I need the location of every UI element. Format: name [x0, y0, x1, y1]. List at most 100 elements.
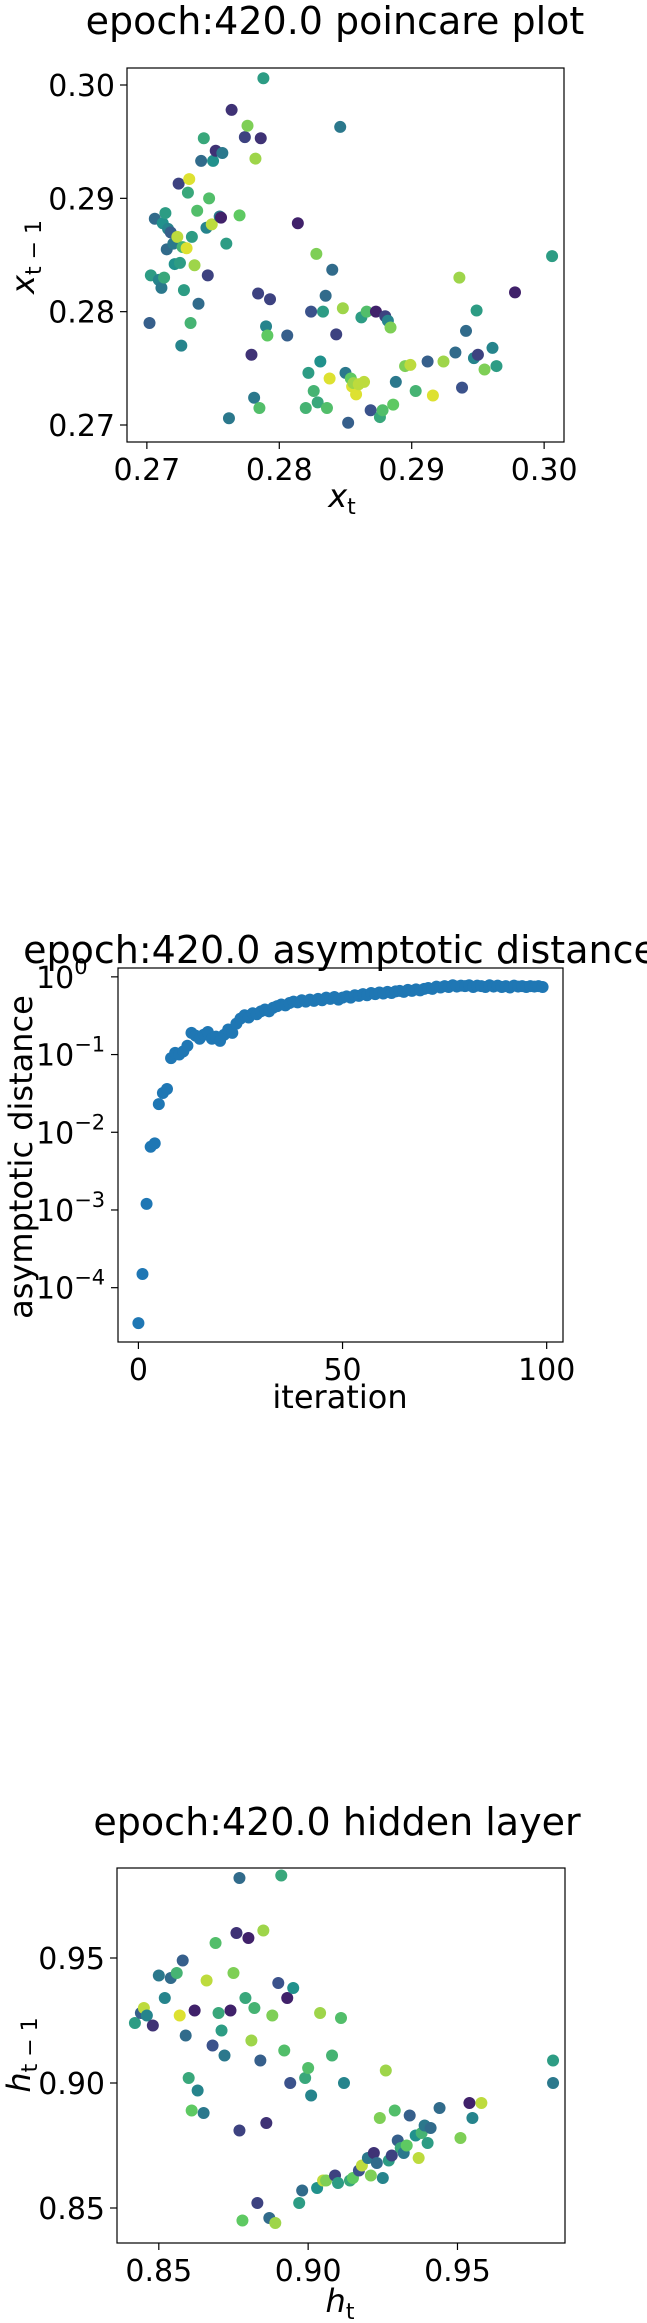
- scatter-point: [310, 247, 323, 260]
- x-tick-label: 0.85: [125, 2254, 192, 2289]
- scatter-point: [342, 416, 355, 429]
- scatter-point: [252, 287, 265, 300]
- y-tick-label: 0.95: [38, 1942, 105, 1977]
- scatter-point: [261, 329, 274, 342]
- scatter-point: [140, 2009, 153, 2022]
- scatter-point: [475, 2097, 488, 2109]
- scatter-point: [421, 355, 434, 368]
- scatter-point: [155, 281, 168, 294]
- scatter-point: [389, 375, 402, 388]
- x-tick-label: 100: [518, 1353, 575, 1388]
- scatter-point: [433, 2102, 446, 2114]
- poincare-xlabel: xt: [327, 477, 356, 520]
- scatter-point: [146, 2019, 159, 2032]
- scatter-point: [272, 1977, 285, 1989]
- scatter-point: [293, 2197, 306, 2209]
- scatter-point: [470, 304, 483, 317]
- scatter-point: [248, 391, 261, 404]
- scatter-point: [181, 1039, 194, 1052]
- scatter-point: [180, 242, 193, 255]
- scatter-point: [509, 286, 522, 299]
- scatter-point: [460, 324, 473, 337]
- scatter-point: [373, 2112, 386, 2124]
- scatter-point: [453, 271, 466, 284]
- scatter-point: [206, 2039, 219, 2052]
- scatter-point: [158, 271, 171, 284]
- scatter-point: [287, 1982, 300, 1994]
- scatter-point: [275, 1869, 288, 1882]
- scatter-point: [486, 341, 499, 354]
- scatter-point: [364, 2169, 377, 2182]
- hidden-layer-title: epoch:420.0 hidden layer: [93, 1800, 581, 1844]
- scatter-point: [336, 302, 349, 315]
- y-tick-label: 10−4: [36, 1266, 105, 1307]
- scatter-point: [224, 2004, 237, 2017]
- scatter-point: [236, 2214, 249, 2227]
- scatter-point: [254, 2054, 267, 2067]
- asymptotic-frame: [117, 967, 564, 1343]
- scatter-point: [311, 396, 324, 409]
- scatter-point: [320, 2174, 333, 2187]
- scatter-point: [238, 131, 251, 144]
- scatter-point: [387, 398, 400, 411]
- scatter-point: [316, 305, 329, 318]
- scatter-point: [218, 2049, 231, 2062]
- scatter-point: [307, 385, 320, 397]
- scatter-point: [478, 363, 491, 376]
- scatter-point: [437, 355, 450, 368]
- scatter-point: [421, 2137, 434, 2149]
- scatter-point: [369, 305, 382, 318]
- scatter-point: [449, 346, 462, 359]
- scatter-point: [175, 339, 188, 352]
- scatter-point: [132, 1317, 145, 1330]
- x-tick-label: 0: [129, 1353, 148, 1388]
- scatter-point: [335, 2012, 347, 2024]
- scatter-point: [212, 2007, 225, 2019]
- scatter-point: [412, 2152, 425, 2164]
- hidden-layer-chart: epoch:420.0 hidden layer 0.85 0.90 0.950.8…: [0, 1800, 581, 2323]
- scatter-point: [291, 217, 304, 230]
- scatter-point: [176, 1954, 189, 1967]
- scatter-point: [385, 2149, 398, 2162]
- scatter-point: [201, 269, 214, 282]
- scatter-point: [207, 154, 220, 167]
- scatter-point: [384, 321, 397, 334]
- scatter-point: [260, 320, 273, 333]
- scatter-point: [314, 355, 327, 368]
- y-tick-label: 10−1: [36, 1033, 105, 1074]
- scatter-point: [205, 218, 218, 231]
- scatter-point: [128, 2017, 141, 2029]
- scatter-point: [400, 2139, 413, 2152]
- scatter-point: [281, 329, 294, 342]
- scatter-point: [463, 2097, 476, 2109]
- scatter-point: [197, 132, 210, 145]
- y-tick-label: 0.29: [48, 182, 115, 217]
- scatter-point: [302, 2062, 315, 2074]
- scatter-point: [490, 360, 503, 373]
- scatter-point: [314, 2007, 327, 2019]
- scatter-point: [337, 2077, 350, 2089]
- x-tick-label: 0.90: [275, 2254, 342, 2289]
- scatter-point: [183, 173, 196, 186]
- scatter-point: [191, 2084, 204, 2097]
- scatter-point: [233, 2124, 246, 2137]
- scatter-point: [319, 289, 332, 302]
- scatter-point: [172, 177, 185, 190]
- scatter-point: [424, 2122, 437, 2134]
- scatter-point: [185, 230, 198, 243]
- scatter-point: [379, 2064, 392, 2077]
- scatter-point: [326, 263, 339, 276]
- scatter-point: [195, 154, 208, 167]
- scatter-point: [296, 2184, 309, 2197]
- scatter-point: [239, 1992, 252, 2004]
- scatter-point: [547, 2054, 560, 2067]
- scatter-point: [367, 2147, 380, 2159]
- poincare-points: [143, 72, 559, 429]
- hidden-layer-ticks: 0.85 0.90 0.95 0.85 0.90 0.95: [38, 1942, 491, 2289]
- y-tick-label: 10−2: [36, 1110, 105, 1151]
- scatter-point: [536, 981, 549, 994]
- scatter-point: [370, 2157, 383, 2169]
- poincare-ylabel: xt − 1: [4, 220, 47, 295]
- scatter-point: [170, 1967, 183, 1979]
- scatter-point: [182, 2072, 195, 2084]
